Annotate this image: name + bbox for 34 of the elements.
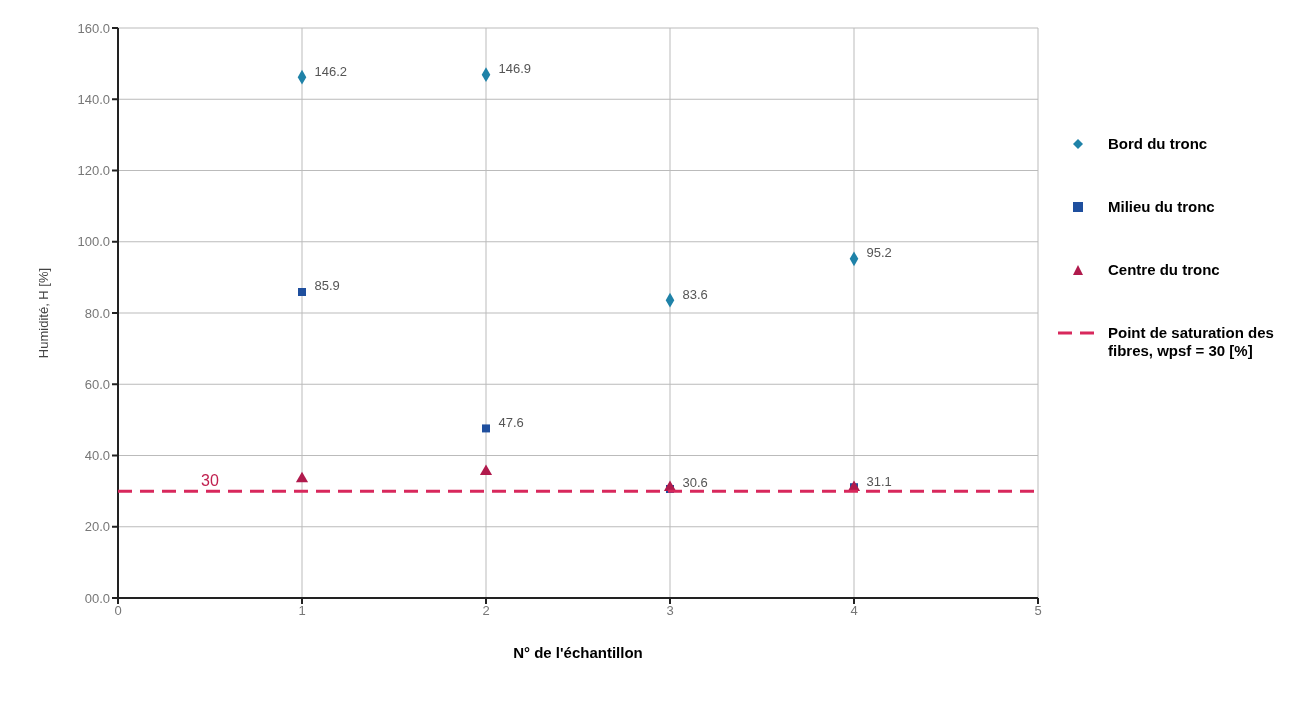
point bbox=[479, 464, 493, 476]
y-tick-label: 120.0 bbox=[77, 163, 110, 179]
x-tick-label: 0 bbox=[114, 603, 122, 619]
data-label: 146.9 bbox=[498, 61, 532, 77]
legend-label: Bord du tronc bbox=[1108, 135, 1209, 153]
y-axis-title: Humidité, H [%] bbox=[35, 267, 51, 359]
legend-label: Centre du tronc bbox=[1108, 261, 1221, 279]
x-tick-label: 2 bbox=[482, 603, 490, 619]
y-tick-label: 40.0 bbox=[84, 448, 110, 464]
y-tick-label: 60.0 bbox=[84, 376, 110, 392]
y-tick-label: 80.0 bbox=[84, 305, 110, 321]
data-label: 30.6 bbox=[682, 475, 708, 491]
y-tick-label: 00.0 bbox=[84, 590, 110, 606]
data-label: 31.1 bbox=[866, 473, 892, 489]
y-tick-label: 160.0 bbox=[77, 20, 110, 36]
point bbox=[482, 424, 490, 433]
legend-label: Milieu du tronc bbox=[1108, 198, 1216, 216]
x-axis-title: N° de l'échantillon bbox=[513, 644, 643, 661]
legend-label: Point de saturation des fibres, wpsf = 30 [%] bbox=[1108, 324, 1275, 360]
x-tick-label: 4 bbox=[850, 603, 858, 619]
data-label: 146.2 bbox=[314, 63, 348, 79]
y-tick-label: 140.0 bbox=[77, 91, 110, 107]
data-label: 95.2 bbox=[866, 245, 892, 261]
y-tick-label: 20.0 bbox=[84, 519, 110, 535]
point bbox=[298, 287, 306, 296]
y-tick-label: 100.0 bbox=[77, 234, 110, 250]
x-tick-label: 1 bbox=[298, 603, 306, 619]
annotation: 30 bbox=[201, 472, 219, 490]
point bbox=[295, 471, 309, 483]
x-tick-label: 5 bbox=[1034, 603, 1042, 619]
data-label: 85.9 bbox=[314, 278, 340, 294]
data-label: 47.6 bbox=[498, 414, 524, 430]
data-label: 83.6 bbox=[682, 286, 708, 302]
x-tick-label: 3 bbox=[666, 603, 674, 619]
